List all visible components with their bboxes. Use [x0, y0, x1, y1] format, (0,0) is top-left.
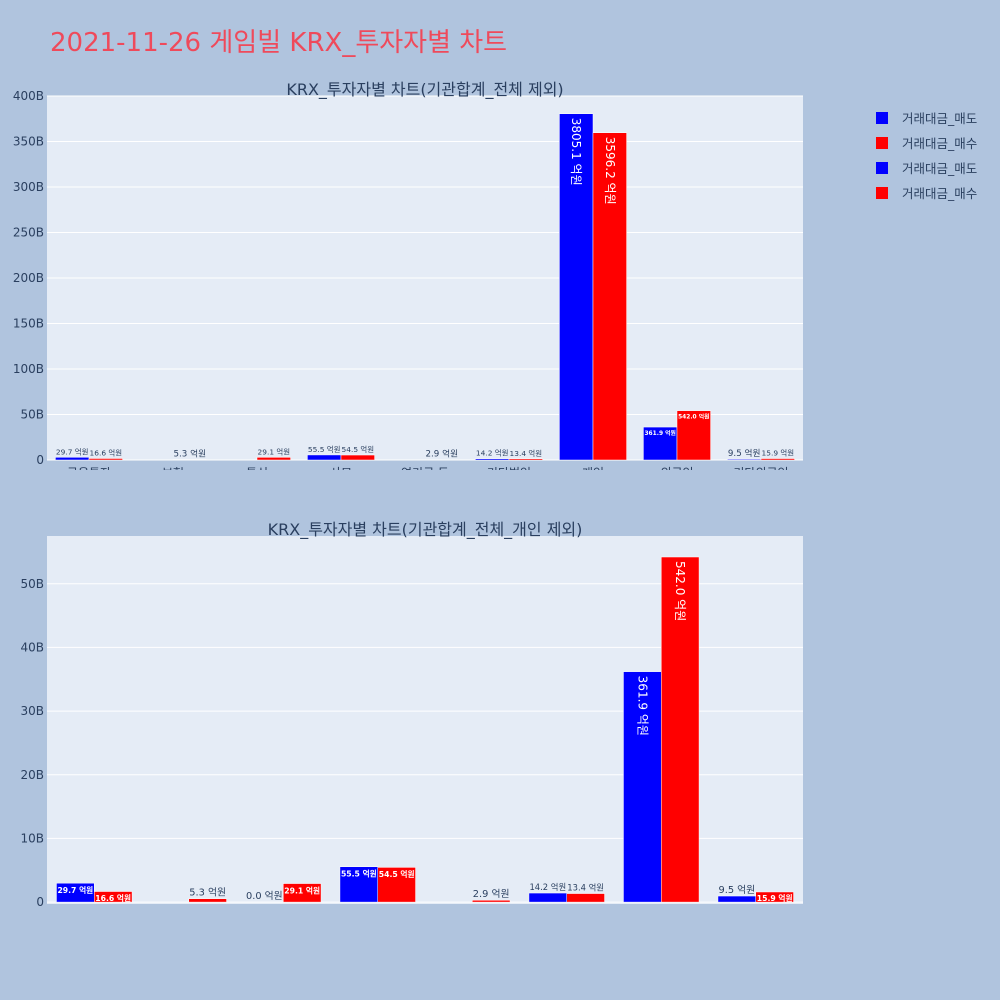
- bar-buy: [508, 458, 543, 461]
- data-label: 2.9 억원: [473, 888, 510, 900]
- bar-sell: [528, 892, 568, 903]
- bar-sell: [727, 458, 762, 461]
- data-label: 54.5 억원: [342, 445, 375, 454]
- x-tick-label: 기타외국인: [733, 466, 788, 470]
- legend-label: 거래대금_매도: [902, 111, 978, 126]
- x-tick-label: 보험: [162, 466, 184, 470]
- y-tick-label: 200B: [13, 271, 44, 285]
- bar-buy: [661, 556, 700, 903]
- x-tick-label: 금융투자: [67, 466, 111, 470]
- data-label: 29.7 억원: [56, 447, 89, 456]
- data-label: 13.4 억원: [567, 883, 604, 893]
- y-tick-label: 250B: [13, 226, 44, 240]
- data-label: 14.2 억원: [476, 449, 509, 458]
- y-tick-label: 0: [36, 453, 44, 467]
- y-tick-label: 100B: [13, 362, 44, 376]
- legend-item[interactable]: 거래대금_매수: [876, 130, 977, 155]
- legend-label: 거래대금_매수: [902, 186, 978, 201]
- legend-item[interactable]: 거래대금_매도: [876, 155, 977, 180]
- bar-sell: [307, 454, 342, 461]
- y-tick-label: 20B: [20, 768, 44, 782]
- data-label: 54.5 억원: [379, 869, 415, 879]
- x-tick-label: 외국인: [660, 466, 693, 470]
- data-label: 16.6 억원: [90, 448, 123, 457]
- y-tick-label: 40B: [20, 640, 44, 654]
- x-tick-label: 사모: [330, 466, 352, 470]
- bar-buy: [755, 891, 794, 903]
- data-label: 55.5 억원: [308, 445, 341, 454]
- data-label: 3596.2 억원: [603, 137, 617, 205]
- data-label: 2.9 억원: [426, 448, 459, 460]
- bar-buy: [377, 867, 416, 903]
- bar-sell: [623, 671, 662, 903]
- legend-swatch: [876, 136, 888, 149]
- bar-buy: [94, 891, 133, 903]
- chart-top: 0 50B 100B 150B 200B 250B 300B 350B 400B KRX_투자자별…: [13, 80, 803, 470]
- y-tick-label: 400B: [13, 89, 44, 103]
- legend-swatch: [876, 111, 888, 124]
- data-label: 542.0 억원: [678, 413, 709, 421]
- bar-sell: [55, 457, 90, 461]
- data-label: 361.9 억원: [644, 429, 675, 437]
- bar-buy: [340, 454, 375, 461]
- legend-item[interactable]: 거래대금_매도: [876, 105, 977, 130]
- data-label: 0.0 억원: [246, 890, 283, 902]
- data-label: 15.9 억원: [762, 449, 795, 458]
- data-label: 16.6 억원: [95, 893, 131, 903]
- legend-label: 거래대금_매수: [902, 136, 978, 151]
- y-tick-label: 300B: [13, 180, 44, 194]
- bar-buy: [88, 458, 123, 461]
- data-label: 542.0 억원: [673, 561, 687, 621]
- data-label: 5.3 억원: [189, 887, 226, 899]
- data-label: 29.1 억원: [258, 447, 291, 456]
- legend-item[interactable]: 거래대금_매수: [876, 180, 977, 205]
- data-label: 13.4 억원: [510, 449, 543, 458]
- data-label: 29.1 억원: [284, 885, 320, 895]
- data-label: 15.9 억원: [757, 893, 793, 903]
- bar-buy: [760, 458, 795, 461]
- x-tick-label: 기타법인: [487, 466, 531, 470]
- bar-sell: [717, 895, 757, 903]
- bar-buy: [566, 893, 605, 903]
- y-tick-label: 50B: [20, 408, 44, 422]
- data-label: 9.5 억원: [718, 884, 755, 896]
- data-label: 9.5 억원: [728, 447, 761, 459]
- data-label: 3805.1 억원: [569, 118, 583, 186]
- legend-swatch: [876, 186, 888, 199]
- y-tick-label: 150B: [13, 317, 44, 331]
- chart-title: KRX_투자자별 차트(기관합계_전체 제외): [286, 80, 563, 100]
- legend: 거래대금_매도 거래대금_매수 거래대금_매도 거래대금_매수: [876, 105, 977, 205]
- bar-buy: [592, 132, 627, 461]
- data-label: 361.9 억원: [635, 676, 649, 736]
- bar-sell: [643, 426, 678, 461]
- data-label: 14.2 억원: [529, 882, 566, 892]
- legend-label: 거래대금_매도: [902, 161, 978, 176]
- bar-buy: [256, 457, 291, 461]
- y-tick-label: 30B: [20, 704, 44, 718]
- bar-buy: [283, 883, 322, 903]
- x-tick-label: 개인: [582, 466, 604, 470]
- chart-title: KRX_투자자별 차트(기관합계_전체_개인 제외): [268, 520, 583, 540]
- y-tick-label: 10B: [20, 831, 44, 845]
- page-title: 2021-11-26 게임빌 KRX_투자자별 차트: [50, 28, 508, 58]
- data-label: 55.5 억원: [341, 868, 377, 878]
- legend-swatch: [876, 161, 888, 174]
- data-label: 5.3 억원: [174, 448, 207, 460]
- data-label: 29.7 억원: [57, 885, 93, 895]
- bar-sell: [559, 113, 594, 461]
- chart-bottom: 0 10B 20B 30B 40B 50B KRX_투자자별 차트(기관합계_전체_개인 제…: [20, 520, 803, 909]
- bar-buy: [472, 899, 511, 903]
- y-tick-label: 350B: [13, 135, 44, 149]
- y-tick-label: 0: [36, 895, 44, 909]
- bar-buy: [676, 410, 711, 461]
- bar-sell: [475, 458, 510, 461]
- bar-buy: [188, 898, 227, 903]
- x-tick-label: 연기금 등: [401, 466, 449, 470]
- x-tick-label: 투신: [246, 466, 268, 470]
- y-tick-label: 50B: [20, 577, 44, 591]
